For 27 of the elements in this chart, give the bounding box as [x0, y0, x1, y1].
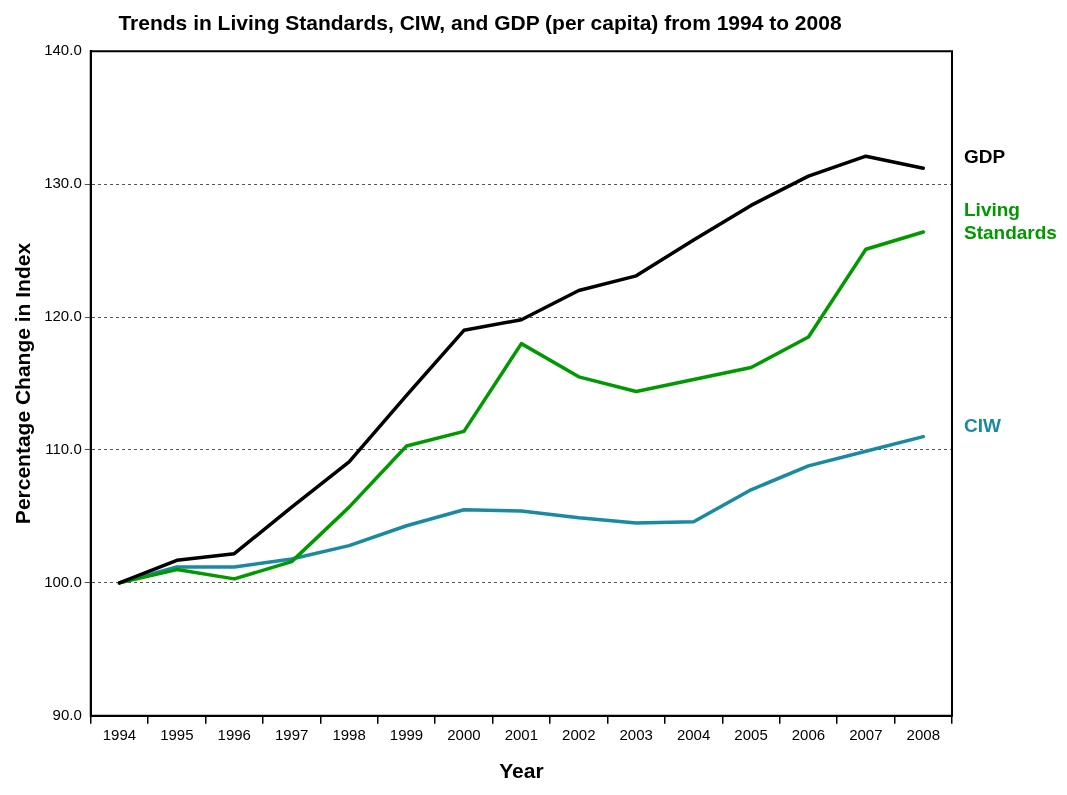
text: GDP [964, 146, 1006, 168]
y-axis-title: Percentage Change in Index [11, 242, 35, 525]
x-tick-label: 2006 [791, 725, 826, 743]
y-tick-label: 140.0 [44, 41, 82, 59]
x-tick-label: 1998 [332, 725, 366, 743]
x-tick-label: 2001 [504, 725, 539, 743]
x-tick-label: 1997 [275, 725, 309, 743]
y-tick-label: 130.0 [44, 174, 82, 192]
chart-title: Trends in Living Standards, CIW, and GDP (per capita) from 1994 to 2008 [118, 11, 842, 35]
x-tick-label: 2002 [562, 725, 596, 743]
x-tick-label: 2003 [619, 725, 653, 743]
x-tick-label: 1996 [217, 725, 251, 743]
x-axis-title: Year [499, 759, 544, 783]
x-tick-label: 2008 [906, 725, 940, 743]
x-tick-label: 1995 [160, 725, 194, 743]
x-tick-label: 1999 [389, 725, 424, 743]
x-tick-label: 1994 [102, 725, 137, 743]
x-tick-label: 2005 [734, 725, 768, 743]
y-tick-label: 120.0 [44, 307, 82, 325]
x-tick-label: 2004 [676, 725, 711, 743]
y-tick-label: 110.0 [45, 440, 82, 458]
text: CIW [964, 414, 1001, 436]
x-tick-label: 2007 [849, 725, 883, 743]
x-tick-label: 2000 [447, 725, 481, 743]
y-tick-label: 90.0 [52, 705, 82, 723]
text: Living Standards [964, 198, 1057, 243]
y-tick-label: 100.0 [44, 573, 82, 591]
